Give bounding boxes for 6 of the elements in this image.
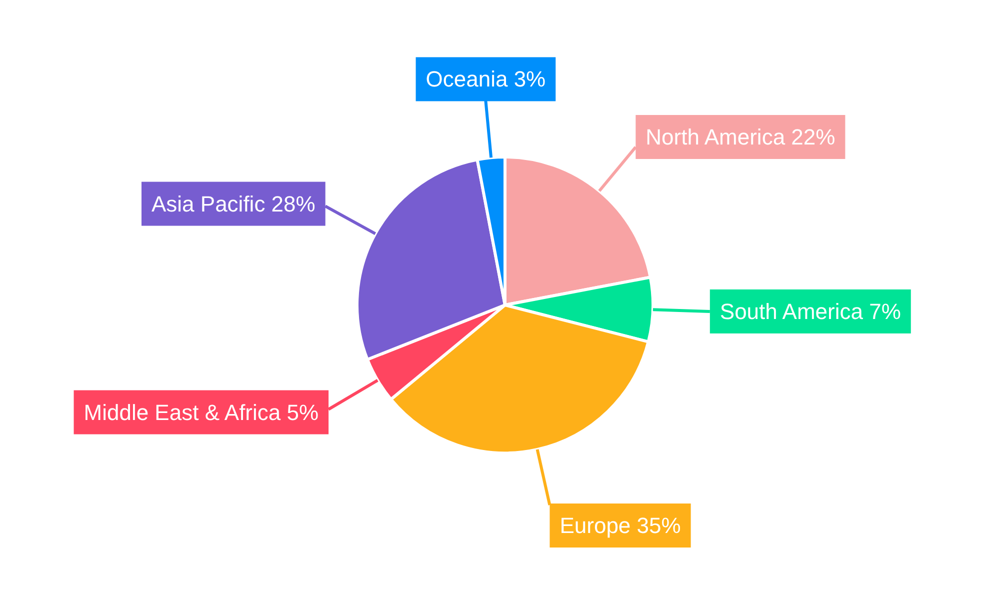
slice-label: North America 22% xyxy=(646,124,836,150)
slice-label: Oceania 3% xyxy=(426,66,546,92)
slice-label: Middle East & Africa 5% xyxy=(84,400,319,425)
slice-label: South America 7% xyxy=(720,298,901,324)
slice-label: Europe 35% xyxy=(560,513,681,538)
slice-label: Asia Pacific 28% xyxy=(152,191,316,216)
